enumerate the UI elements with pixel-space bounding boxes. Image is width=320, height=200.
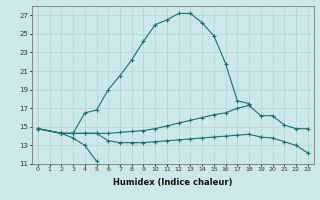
X-axis label: Humidex (Indice chaleur): Humidex (Indice chaleur) xyxy=(113,178,233,187)
